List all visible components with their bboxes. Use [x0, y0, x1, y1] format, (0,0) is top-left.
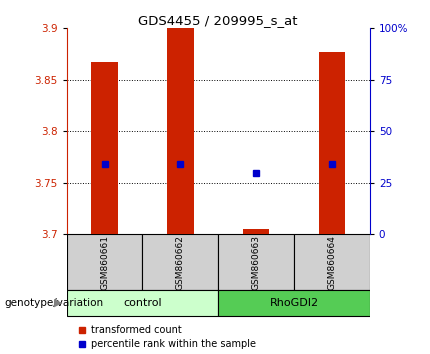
Bar — [294, 234, 370, 290]
Bar — [218, 234, 294, 290]
Text: control: control — [123, 298, 162, 308]
Text: percentile rank within the sample: percentile rank within the sample — [91, 338, 256, 348]
Bar — [167, 28, 194, 234]
Text: transformed count: transformed count — [91, 325, 181, 335]
Text: GSM860663: GSM860663 — [252, 235, 261, 290]
Bar — [91, 62, 118, 234]
Text: GSM860661: GSM860661 — [100, 235, 109, 290]
Title: GDS4455 / 209995_s_at: GDS4455 / 209995_s_at — [138, 14, 298, 27]
Bar — [243, 229, 269, 234]
Bar — [142, 234, 218, 290]
Text: ▶: ▶ — [54, 298, 62, 308]
Text: genotype/variation: genotype/variation — [4, 298, 104, 308]
Bar — [67, 234, 142, 290]
Text: GSM860664: GSM860664 — [327, 235, 336, 290]
Bar — [67, 290, 218, 316]
Bar — [319, 52, 345, 234]
Text: RhoGDI2: RhoGDI2 — [270, 298, 319, 308]
Text: GSM860662: GSM860662 — [176, 235, 185, 290]
Bar — [218, 290, 370, 316]
